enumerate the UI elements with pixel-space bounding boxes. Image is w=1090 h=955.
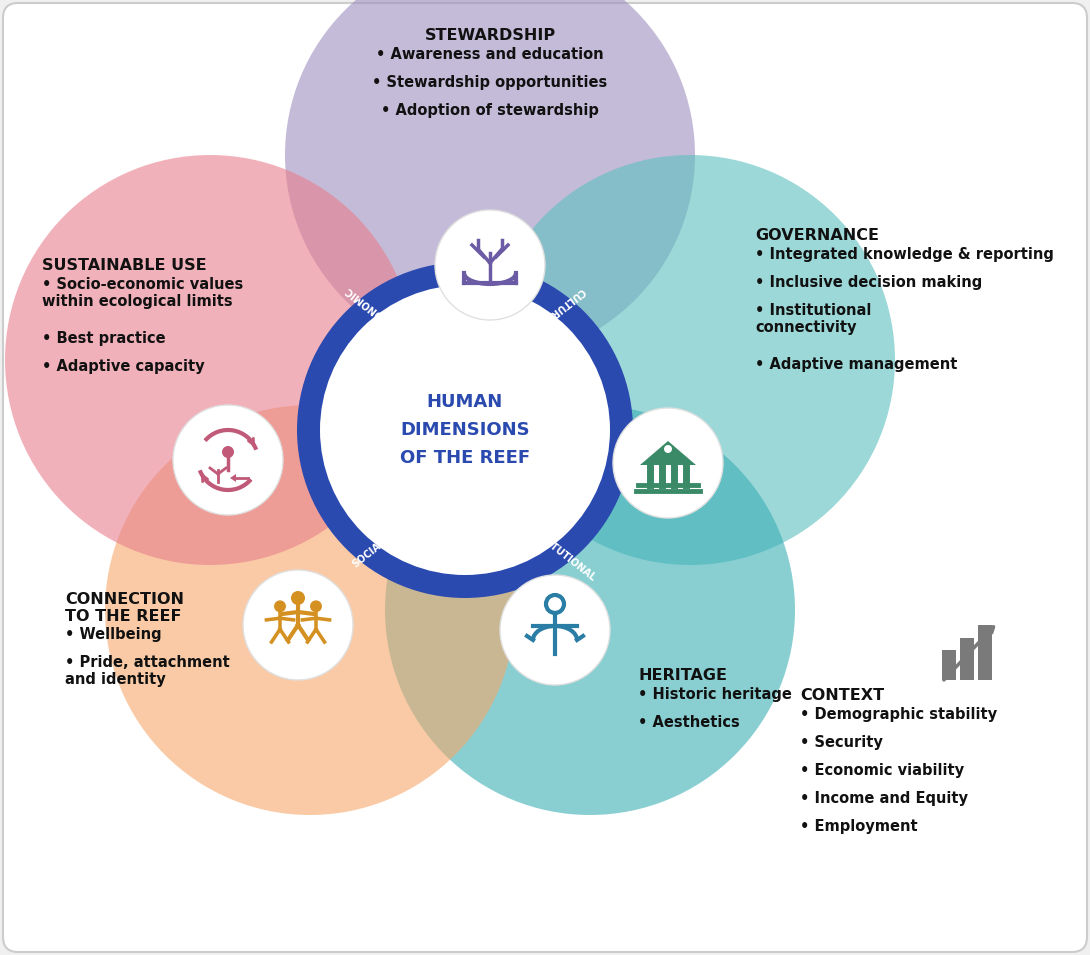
Text: • Security: • Security [800,734,883,750]
Circle shape [435,210,545,320]
Text: • Socio-economic values
within ecological limits: • Socio-economic values within ecologica… [43,277,243,309]
Text: CONNECTION
TO THE REEF: CONNECTION TO THE REEF [65,592,184,625]
Polygon shape [230,474,237,482]
Bar [942,650,956,680]
Circle shape [222,446,234,458]
Text: HERITAGE: HERITAGE [638,668,727,683]
Text: • Stewardship opportunities: • Stewardship opportunities [373,74,607,90]
Text: STEWARDSHIP: STEWARDSHIP [424,28,556,43]
Text: • Employment: • Employment [800,818,918,834]
Text: • Pride, attachment
and identity: • Pride, attachment and identity [65,655,230,688]
Text: • Income and Equity: • Income and Equity [800,791,968,806]
Text: • Best practice: • Best practice [43,330,166,346]
Text: • Adaptive capacity: • Adaptive capacity [43,359,205,373]
Text: ECONOMIC: ECONOMIC [342,285,395,329]
Text: • Integrated knowledge & reporting: • Integrated knowledge & reporting [755,247,1054,262]
Polygon shape [640,441,697,465]
Text: • Historic heritage: • Historic heritage [638,687,791,702]
Circle shape [320,285,610,575]
Text: • Inclusive decision making: • Inclusive decision making [755,275,982,290]
Text: CULTURAL: CULTURAL [536,286,586,328]
Text: SUSTAINABLE USE: SUSTAINABLE USE [43,258,207,273]
Text: • Adoption of stewardship: • Adoption of stewardship [382,103,598,117]
Text: • Awareness and education: • Awareness and education [376,47,604,62]
Circle shape [284,0,695,360]
Circle shape [105,405,514,815]
Text: GOVERNANCE: GOVERNANCE [755,228,879,243]
Circle shape [485,155,895,565]
Text: INSTITUTIONAL: INSTITUTIONAL [525,523,597,584]
Bar [960,638,974,680]
Text: • Wellbeing: • Wellbeing [65,626,161,642]
Circle shape [310,601,322,612]
FancyBboxPatch shape [3,3,1087,952]
Circle shape [173,405,283,515]
Text: CONTEXT: CONTEXT [800,688,884,703]
Circle shape [385,405,795,815]
Circle shape [5,155,415,565]
Bar [978,625,992,680]
Circle shape [291,591,305,605]
Text: • Institutional
connectivity: • Institutional connectivity [755,303,871,335]
Circle shape [664,445,673,453]
Circle shape [296,262,633,598]
Circle shape [274,601,286,612]
Text: SOCIAL: SOCIAL [350,537,387,569]
Text: • Adaptive management: • Adaptive management [755,357,957,371]
Circle shape [613,408,723,518]
Text: • Demographic stability: • Demographic stability [800,707,997,722]
Text: • Economic viability: • Economic viability [800,763,965,778]
Text: • Aesthetics: • Aesthetics [638,715,740,730]
Text: HUMAN
DIMENSIONS
OF THE REEF: HUMAN DIMENSIONS OF THE REEF [400,393,530,467]
Circle shape [243,570,353,680]
Circle shape [500,575,610,685]
